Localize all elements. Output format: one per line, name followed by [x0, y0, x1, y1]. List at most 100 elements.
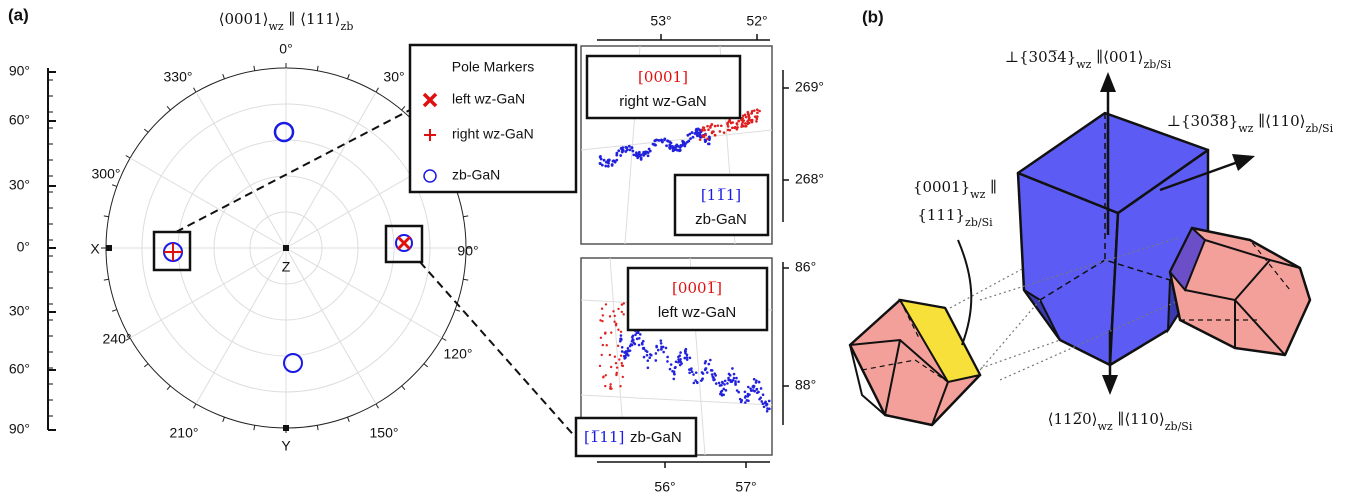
dot [660, 348, 663, 351]
dot [624, 356, 627, 359]
dot [733, 377, 736, 380]
subscript: wz [970, 188, 985, 201]
dot [741, 123, 744, 126]
dot [601, 320, 603, 322]
tick-label: 86° [795, 259, 816, 275]
dot [642, 347, 645, 350]
tick [223, 417, 225, 422]
dot [733, 373, 736, 376]
dot [719, 130, 722, 133]
tick [317, 425, 318, 430]
dot [739, 398, 742, 401]
dot [768, 400, 771, 403]
dot [631, 336, 634, 339]
dot [706, 125, 709, 128]
dot [603, 159, 606, 162]
dot [723, 131, 726, 134]
tick-label: 56° [654, 479, 675, 495]
subscript: zb [341, 20, 354, 33]
angle-label: 330° [164, 69, 193, 85]
dot [601, 354, 603, 356]
dot [663, 137, 666, 140]
dot [759, 396, 762, 399]
tick [112, 185, 117, 187]
dot [744, 390, 747, 393]
tick [376, 88, 379, 92]
tick-label: 53° [650, 13, 671, 29]
dot [737, 120, 740, 123]
dot [623, 302, 625, 304]
dot [689, 357, 692, 360]
dot [653, 143, 656, 146]
dot [695, 371, 698, 374]
grid-spoke [196, 248, 286, 404]
dot [610, 331, 612, 333]
dot [714, 374, 717, 377]
dot [599, 156, 602, 159]
box-label: left wz-GaN [658, 304, 736, 321]
dot [604, 331, 606, 333]
dot [677, 149, 680, 152]
dot [697, 134, 700, 137]
dot [620, 331, 622, 333]
direction: [11̅1] [701, 186, 741, 204]
dot [714, 134, 717, 137]
subscript: zb/Si [1165, 420, 1193, 433]
tick-label: 88° [795, 377, 816, 393]
dot [736, 126, 739, 129]
dot [708, 363, 711, 366]
legend-item: right wz-GaN [452, 126, 534, 142]
dot [614, 315, 616, 317]
text-part: ∥⟨110⟩ [1253, 112, 1305, 130]
figure: (a) ⟨0001⟩wz ∥ ⟨111⟩zb 90°60°30°0°30°60°… [0, 0, 1366, 498]
dot [625, 354, 628, 357]
scale-label: 0° [17, 239, 30, 255]
dot [655, 352, 658, 355]
dot [665, 347, 668, 350]
dot [722, 388, 725, 391]
dot [699, 138, 702, 141]
tick-label: 57° [735, 479, 756, 495]
dot [631, 344, 634, 347]
dot [737, 380, 740, 383]
dot [657, 349, 660, 352]
inset-ticks [783, 268, 789, 386]
dot [621, 346, 624, 349]
dot [729, 379, 732, 382]
dot [669, 368, 672, 371]
dot [735, 377, 738, 380]
dot [616, 366, 618, 368]
dot [734, 383, 737, 386]
dot [621, 362, 623, 364]
legend-item: left wz-GaN [452, 91, 525, 107]
dot [745, 116, 748, 119]
tick [463, 279, 468, 280]
dot [703, 136, 706, 139]
panel-label: (a) [8, 5, 29, 24]
dot [677, 356, 680, 359]
tick [463, 216, 468, 217]
tick [376, 404, 379, 408]
dot [692, 373, 695, 376]
dot [615, 324, 617, 326]
pointer [958, 240, 971, 345]
dot [660, 342, 663, 345]
dot [604, 385, 606, 387]
dot [744, 122, 747, 125]
inset-ticks [661, 34, 757, 40]
dot [684, 349, 687, 352]
dot [674, 367, 677, 370]
z-marker [283, 245, 289, 251]
dot [634, 343, 637, 346]
dot [725, 389, 728, 392]
dot [723, 383, 726, 386]
dot [617, 329, 619, 331]
dot [753, 378, 756, 381]
tick [348, 74, 350, 79]
angle-label: 120° [444, 346, 473, 362]
dot [641, 343, 644, 346]
dot [746, 399, 749, 402]
dot [619, 154, 622, 157]
dot [674, 146, 677, 149]
tick [194, 404, 197, 408]
